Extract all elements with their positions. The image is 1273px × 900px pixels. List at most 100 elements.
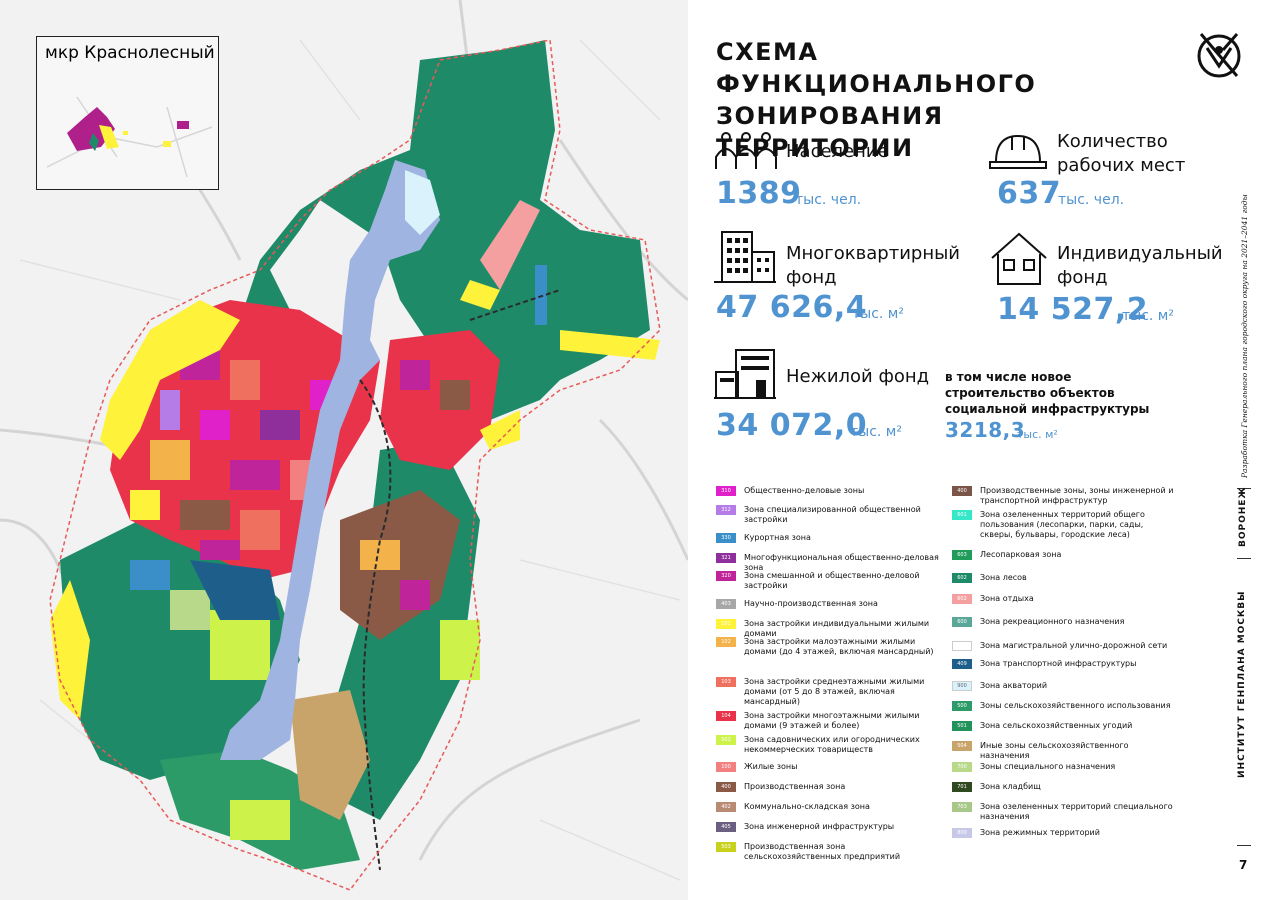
legend-label: Производственная зона сельскохозяйственн… [744, 842, 901, 861]
legend-swatch: 700 [952, 762, 972, 772]
legend-swatch [952, 641, 972, 651]
legend-item: 403 Научно-производственная зона [716, 599, 944, 609]
legend-swatch: 101 [716, 619, 736, 629]
jobs-unit: тыс. чел. [1058, 192, 1125, 208]
legend-label: Производственная зона [744, 782, 846, 791]
legend-label: Зоны специального назначения [980, 762, 1116, 771]
city-label: ВОРОНЕЖ [1238, 486, 1248, 547]
social-value: 3218,3 [945, 418, 1026, 442]
individual-unit: тыс. м² [1122, 308, 1174, 324]
social-line-2: строительство объектов [945, 386, 1115, 400]
legend-label: Зона магистральной улично-дорожной сети [980, 641, 1168, 650]
legend-label: Зона застройки индивидуальными жилыми до… [744, 619, 930, 638]
house-icon [991, 232, 1047, 285]
hard-hat-icon [989, 134, 1047, 169]
legend-item: 504 Иные зоны сельскохозяйственного назна… [952, 741, 1175, 761]
legend-label: Общественно-деловые зоны [744, 486, 865, 495]
legend-item: 101 Зона застройки индивидуальными жилыми… [716, 619, 944, 639]
legend-item: 800 Зона режимных территорий [952, 828, 1175, 838]
legend-label: Научно-производственная зона [744, 599, 878, 608]
legend-swatch: 409 [952, 659, 972, 669]
legend-swatch: 102 [716, 637, 736, 647]
legend-label: Зона смешанной и общественно-деловой зас… [744, 571, 920, 590]
legend-swatch: 703 [952, 802, 972, 812]
legend-label: Зоны сельскохозяйственного использования [980, 701, 1171, 710]
legend-swatch: 402 [716, 802, 736, 812]
side-divider-bottom [1237, 845, 1251, 846]
office-building-icon [714, 349, 776, 399]
institute-logo-icon [1197, 33, 1241, 78]
legend-item: 501 Зона сельскохозяйственных угодий [952, 721, 1175, 731]
legend-label: Многофункциональная общественно-деловая … [744, 553, 939, 572]
legend-swatch: 400 [952, 486, 972, 496]
legend-swatch: 701 [952, 782, 972, 792]
legend-item: 600 Зона рекреационного назначения [952, 617, 1175, 627]
legend-item: 700 Зоны специального назначения [952, 762, 1175, 772]
legend-swatch: 501 [952, 721, 972, 731]
individual-label-line-2: фонд [1057, 267, 1108, 288]
legend-item: 104 Зона застройки многоэтажными жилыми д… [716, 711, 944, 731]
legend-item: Зона магистральной улично-дорожной сети [952, 641, 1175, 651]
social-unit: тыс. м² [1017, 428, 1058, 441]
legend-label: Зона рекреационного назначения [980, 617, 1125, 626]
legend-label: Зона специализированной общественной зас… [744, 505, 921, 524]
population-unit: тыс. чел. [795, 192, 862, 208]
legend-item: 701 Зона кладбищ [952, 782, 1175, 792]
side-divider-middle [1237, 558, 1251, 559]
legend-label: Зона озелененных территорий общего польз… [980, 510, 1145, 539]
jobs-label-line-1: Количество [1057, 131, 1168, 152]
page-title: СХЕМА ФУНКЦИОНАЛЬНОГО ЗОНИРОВАНИЯ ТЕРРИТ… [716, 38, 1037, 162]
legend-swatch: 312 [716, 505, 736, 515]
legend-label: Зона транспортной инфраструктуры [980, 659, 1137, 668]
legend-swatch: 100 [716, 762, 736, 772]
jobs-label-line-2: рабочих мест [1057, 155, 1186, 176]
legend-item: 601 Зона озелененных территорий общего по… [952, 510, 1175, 540]
apartments-label-line-1: Многоквартирный [786, 243, 961, 264]
legend-label: Зона сельскохозяйственных угодий [980, 721, 1133, 730]
legend-item: 602 Зона отдыха [952, 594, 1175, 604]
apartments-unit: тыс. м² [852, 306, 904, 322]
legend-label: Зона застройки среднеэтажными жилыми дом… [744, 677, 925, 706]
legend-item: 602 Зона лесов [952, 573, 1175, 583]
legend-swatch: 602 [952, 594, 972, 604]
legend-swatch: 310 [716, 486, 736, 496]
legend-swatch: 400 [716, 782, 736, 792]
nonresidential-label: Нежилой фонд [786, 366, 930, 387]
legend-swatch: 103 [716, 677, 736, 687]
population-label: Население [786, 141, 889, 162]
legend-item: 405 Зона инженерной инфраструктуры [716, 822, 944, 832]
legend-label: Зона застройки малоэтажными жилыми домам… [744, 637, 934, 656]
legend-label: Зона садовнических или огороднических не… [744, 735, 920, 754]
legend-label: Коммунально-складская зона [744, 802, 870, 811]
legend-item: 409 Зона транспортной инфраструктуры [952, 659, 1175, 669]
legend-item: 312 Зона специализированной общественной … [716, 505, 944, 525]
legend-item: 310 Общественно-деловые зоны [716, 486, 944, 496]
nonresidential-unit: тыс. м² [850, 424, 902, 440]
zoning-map[interactable]: мкр Краснолесный [0, 0, 688, 900]
apartment-building-icon [714, 231, 776, 283]
legend-swatch: 500 [952, 701, 972, 711]
legend-item: 102 Зона застройки малоэтажными жилыми до… [716, 637, 944, 657]
side-divider-top [1237, 488, 1251, 489]
legend-label: Зона застройки многоэтажными жилыми дома… [744, 711, 920, 730]
legend-swatch: 601 [952, 510, 972, 520]
legend-label: Зона отдыха [980, 594, 1034, 603]
legend-label: Зона лесов [980, 573, 1027, 582]
people-icon [715, 132, 777, 169]
individual-value: 14 527,2 [997, 292, 1149, 327]
legend-item: 703 Зона озелененных территорий специальн… [952, 802, 1175, 822]
apartments-value: 47 626,4 [716, 290, 868, 325]
legend-swatch: 502 [716, 735, 736, 745]
legend-label: Жилые зоны [744, 762, 798, 771]
legend-swatch: 405 [716, 822, 736, 832]
legend-swatch: 900 [952, 681, 972, 691]
legend-swatch: 321 [716, 553, 736, 563]
legend-item: 603 Лесопарковая зона [952, 550, 1175, 560]
legend-item: 321 Многофункциональная общественно-делов… [716, 553, 944, 573]
legend-label: Зона акваторий [980, 681, 1048, 690]
map-canvas [0, 0, 688, 891]
plan-caption: Разработка Генерального плана городского… [1240, 194, 1249, 478]
legend-swatch: 504 [952, 741, 972, 751]
inset-map-krasnolesny[interactable]: мкр Краснолесный [36, 36, 219, 190]
legend-swatch: 602 [952, 573, 972, 583]
